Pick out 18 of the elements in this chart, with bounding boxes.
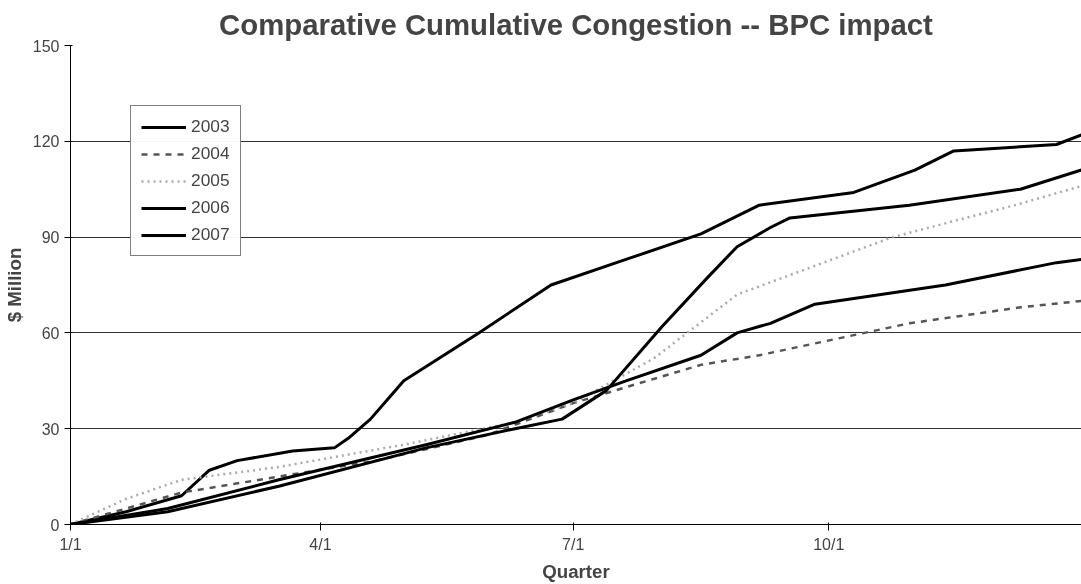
legend-label: 2006 bbox=[191, 197, 230, 218]
x-tick-label: 7/1 bbox=[562, 535, 585, 553]
x-tick-label: 1/1 bbox=[59, 535, 82, 553]
y-axis-title: $ Million bbox=[3, 247, 25, 323]
y-tick-label: 120 bbox=[32, 133, 60, 151]
y-tick-label: 90 bbox=[41, 229, 60, 247]
y-tick-label: 150 bbox=[32, 37, 60, 55]
x-tick-label: 4/1 bbox=[309, 535, 332, 553]
x-axis-title: Quarter bbox=[542, 560, 610, 582]
y-tick-label: 30 bbox=[41, 420, 60, 438]
legend-label: 2003 bbox=[191, 116, 230, 137]
x-tick-label: 10/1 bbox=[813, 535, 845, 553]
y-tick-label: 60 bbox=[41, 324, 60, 342]
y-tick-label: 0 bbox=[50, 516, 60, 534]
legend-label: 2005 bbox=[191, 170, 230, 191]
legend-label: 2004 bbox=[191, 143, 230, 164]
legend-label: 2007 bbox=[191, 224, 230, 245]
chart-title: Comparative Cumulative Congestion -- BPC impact bbox=[219, 7, 934, 41]
